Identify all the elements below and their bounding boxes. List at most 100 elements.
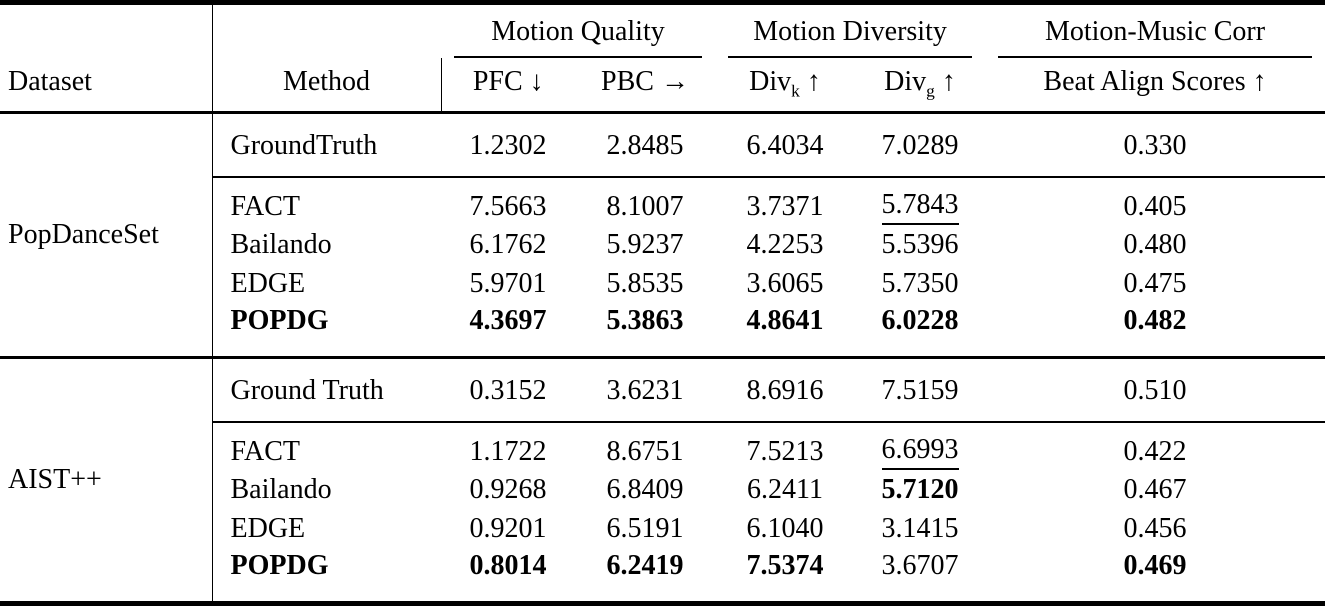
metric-value: 4.8641 bbox=[746, 304, 824, 336]
table-row: Bailando 0.9268 6.8409 6.2411 5.7120 0.467 bbox=[0, 470, 1325, 510]
metric-value: 3.6065 bbox=[746, 267, 824, 299]
group-label-motion-quality: Motion Quality bbox=[454, 15, 703, 58]
table-body: PopDanceSet GroundTruth 1.2302 2.8485 6.4034… bbox=[0, 112, 1325, 601]
method-cell: POPDG bbox=[211, 548, 441, 601]
metric-value: 6.6993 bbox=[881, 433, 959, 471]
metric-value: 5.9701 bbox=[469, 267, 547, 299]
col-header-div-g-subscript: g bbox=[926, 81, 935, 101]
method-cell: Ground Truth bbox=[211, 357, 441, 424]
metric-cell: 2.8485 bbox=[575, 112, 716, 179]
metric-value: 4.3697 bbox=[469, 304, 547, 336]
metric-cell: 4.2253 bbox=[715, 226, 855, 265]
metric-value: 6.1040 bbox=[746, 512, 824, 544]
metric-value: 7.5159 bbox=[881, 374, 959, 406]
up-arrow-icon: ↑ bbox=[1252, 66, 1267, 97]
table-row: POPDG 0.8014 6.2419 7.5374 3.6707 0.469 bbox=[0, 548, 1325, 601]
method-cell: POPDG bbox=[211, 303, 441, 359]
group-header-motion-quality: Motion Quality bbox=[441, 5, 715, 58]
col-header-div-g-label: Div bbox=[884, 66, 927, 97]
group-header-row: Motion Quality Motion Diversity Motion-M… bbox=[0, 5, 1325, 58]
table-row: EDGE 5.9701 5.8535 3.6065 5.7350 0.475 bbox=[0, 264, 1325, 304]
metric-value: 7.5213 bbox=[746, 435, 824, 467]
metric-cell: 7.5663 bbox=[441, 177, 575, 226]
metric-cell: 4.8641 bbox=[715, 303, 856, 359]
metric-cell: 6.1762 bbox=[441, 226, 575, 265]
metric-value: 0.456 bbox=[1123, 512, 1187, 544]
column-header-row: Dataset Method PFC ↓ PBC → Divk ↑ Divg ↑ Bea… bbox=[0, 58, 1325, 114]
metric-value: 0.467 bbox=[1123, 474, 1187, 506]
metric-value: 6.1762 bbox=[469, 229, 547, 261]
metric-value: 8.6751 bbox=[606, 435, 684, 467]
metric-cell: 0.456 bbox=[985, 509, 1325, 548]
metric-cell: 6.2419 bbox=[575, 548, 715, 601]
down-arrow-icon: ↓ bbox=[529, 66, 544, 97]
metric-cell: 0.8014 bbox=[441, 548, 575, 601]
metric-value: 5.9237 bbox=[606, 229, 684, 261]
col-header-beat-align-label: Beat Align Scores bbox=[1043, 66, 1246, 97]
col-header-div-k-label: Div bbox=[749, 66, 792, 97]
metric-value: 0.8014 bbox=[469, 549, 547, 581]
metric-cell: 6.0228 bbox=[855, 303, 986, 359]
metric-cell: 5.9237 bbox=[575, 226, 715, 265]
table-row: FACT 1.1722 8.6751 7.5213 6.6993 0.422 bbox=[0, 422, 1325, 471]
metric-value: 7.5374 bbox=[746, 549, 824, 581]
metric-cell: 0.9201 bbox=[441, 509, 575, 548]
metric-value: 6.2419 bbox=[606, 549, 684, 581]
metric-value: 0.482 bbox=[1123, 304, 1187, 336]
metric-value: 6.0228 bbox=[881, 304, 959, 336]
metric-value: 0.510 bbox=[1123, 374, 1187, 406]
metric-value: 0.3152 bbox=[469, 374, 547, 406]
metric-value: 6.5191 bbox=[606, 512, 684, 544]
metric-cell: 5.8535 bbox=[575, 264, 715, 303]
metric-value: 3.6231 bbox=[606, 374, 684, 406]
table-header: Motion Quality Motion Diversity Motion-M… bbox=[0, 5, 1325, 114]
metric-cell: 0.3152 bbox=[441, 357, 575, 424]
metric-cell: 8.1007 bbox=[575, 177, 715, 226]
dataset-spacer-cell bbox=[0, 5, 212, 58]
metric-cell: 8.6916 bbox=[715, 357, 856, 424]
metric-cell: 5.7843 bbox=[855, 177, 985, 226]
method-cell: FACT bbox=[211, 422, 441, 471]
metric-cell: 0.510 bbox=[985, 357, 1325, 424]
metric-cell: 0.467 bbox=[985, 471, 1325, 510]
metric-cell: 3.1415 bbox=[855, 509, 985, 548]
metric-value: 5.8535 bbox=[606, 267, 684, 299]
up-arrow-icon: ↑ bbox=[806, 66, 821, 97]
metric-cell: 7.5159 bbox=[855, 357, 986, 424]
group-header-motion-diversity: Motion Diversity bbox=[715, 5, 985, 58]
col-header-beat-align: Beat Align Scores ↑ bbox=[985, 58, 1325, 114]
metric-cell: 0.482 bbox=[985, 303, 1325, 359]
metric-value: 6.2411 bbox=[747, 474, 823, 506]
method-cell: FACT bbox=[211, 177, 441, 226]
metric-cell: 0.422 bbox=[985, 422, 1325, 471]
metric-cell: 0.405 bbox=[985, 177, 1325, 226]
dataset-label: PopDanceSet bbox=[0, 112, 212, 359]
group-header-motion-music-corr: Motion-Music Corr bbox=[985, 5, 1325, 58]
metric-cell: 5.9701 bbox=[441, 264, 575, 303]
metric-cell: 5.3863 bbox=[575, 303, 716, 359]
benchmark-comparison-table: Motion Quality Motion Diversity Motion-M… bbox=[0, 5, 1325, 601]
method-cell: Bailando bbox=[211, 225, 441, 265]
col-header-dataset: Dataset bbox=[0, 58, 212, 114]
metric-cell: 0.480 bbox=[985, 226, 1325, 265]
table-row: Bailando 6.1762 5.9237 4.2253 5.5396 0.480 bbox=[0, 225, 1325, 265]
metric-value: 0.422 bbox=[1123, 435, 1187, 467]
metric-value: 0.9201 bbox=[469, 512, 547, 544]
metric-value: 7.5663 bbox=[469, 190, 547, 222]
metric-cell: 1.2302 bbox=[441, 112, 575, 179]
metric-cell: 7.5213 bbox=[715, 422, 855, 471]
metric-value: 5.5396 bbox=[881, 229, 959, 261]
col-header-pbc: PBC → bbox=[575, 58, 716, 114]
metric-value: 3.6707 bbox=[881, 549, 959, 581]
metric-value: 8.6916 bbox=[746, 374, 824, 406]
col-header-method: Method bbox=[211, 58, 441, 114]
col-header-pbc-label: PBC bbox=[601, 66, 654, 97]
up-arrow-icon: ↑ bbox=[941, 66, 956, 97]
method-cell: Bailando bbox=[211, 470, 441, 510]
metric-value: 4.2253 bbox=[746, 229, 824, 261]
metric-value: 0.9268 bbox=[469, 474, 547, 506]
metric-cell: 6.8409 bbox=[575, 471, 715, 510]
metric-value: 6.8409 bbox=[606, 474, 684, 506]
metric-value: 1.2302 bbox=[469, 129, 547, 161]
